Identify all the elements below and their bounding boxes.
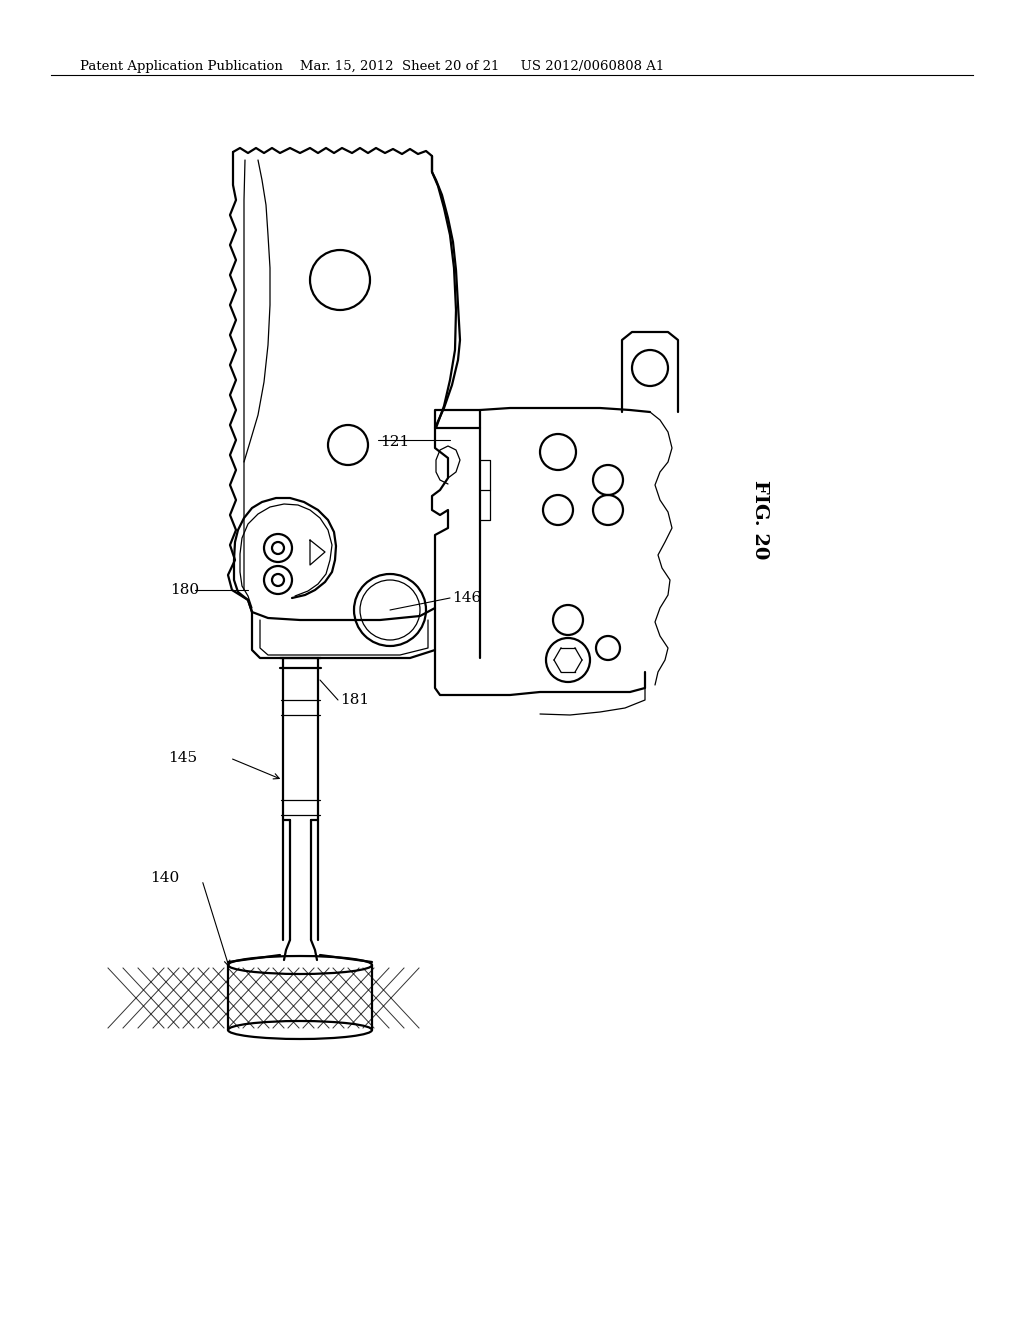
Text: 180: 180 bbox=[170, 583, 199, 597]
Text: 145: 145 bbox=[168, 751, 198, 766]
Text: FIG. 20: FIG. 20 bbox=[751, 480, 769, 560]
Text: 146: 146 bbox=[452, 591, 481, 605]
Text: Patent Application Publication    Mar. 15, 2012  Sheet 20 of 21     US 2012/0060: Patent Application Publication Mar. 15, … bbox=[80, 59, 665, 73]
Text: 181: 181 bbox=[340, 693, 369, 708]
Text: 121: 121 bbox=[380, 436, 410, 449]
Text: 140: 140 bbox=[150, 871, 179, 884]
